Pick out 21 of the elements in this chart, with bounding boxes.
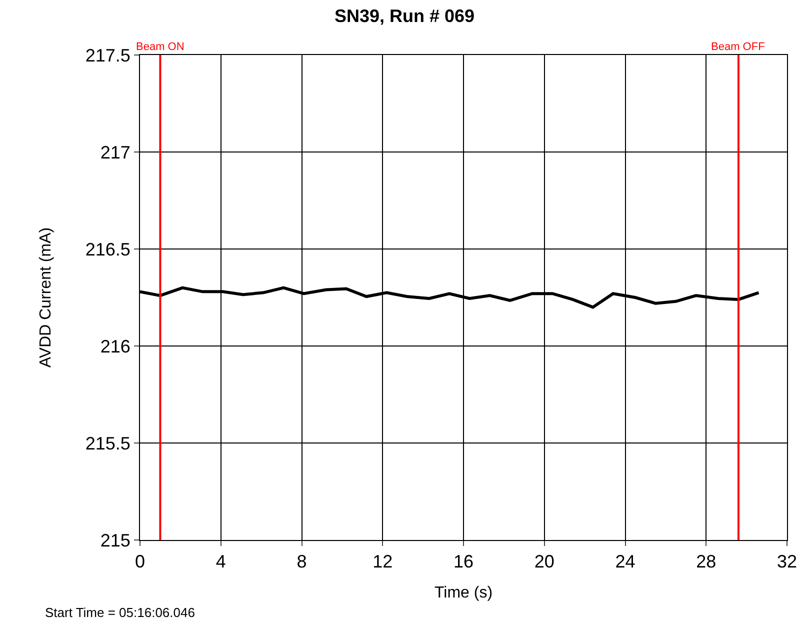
x-tick-label: 4 — [216, 552, 226, 572]
x-tick-label: 8 — [296, 552, 307, 572]
x-tick-label: 12 — [372, 552, 393, 572]
x-tick-label: 24 — [615, 552, 636, 572]
y-tick-label: 216.5 — [85, 239, 130, 260]
x-tick-label: 16 — [453, 552, 474, 572]
y-tick-label: 217.5 — [85, 45, 130, 66]
x-tick-label: 32 — [776, 552, 798, 572]
text: Start Time = 05:16:06.046 — [45, 605, 195, 620]
chart-title: SN39, Run # 069 — [334, 6, 475, 26]
y-tick-label: 215 — [100, 530, 130, 550]
y-tick-label: 217 — [100, 142, 130, 162]
x-tick-label: 28 — [696, 552, 716, 572]
ref-line-label: Beam ON — [136, 41, 184, 53]
x-tick-label: 0 — [134, 552, 146, 572]
y-tick-label: 216 — [100, 336, 130, 356]
y-tick-label: 215.5 — [85, 433, 130, 454]
y-axis-title: AVDD Current (mA) — [37, 227, 54, 368]
x-tick-label: 20 — [534, 552, 554, 572]
x-axis-title: Time (s) — [434, 584, 493, 602]
ref-line-label: Beam OFF — [711, 41, 766, 53]
